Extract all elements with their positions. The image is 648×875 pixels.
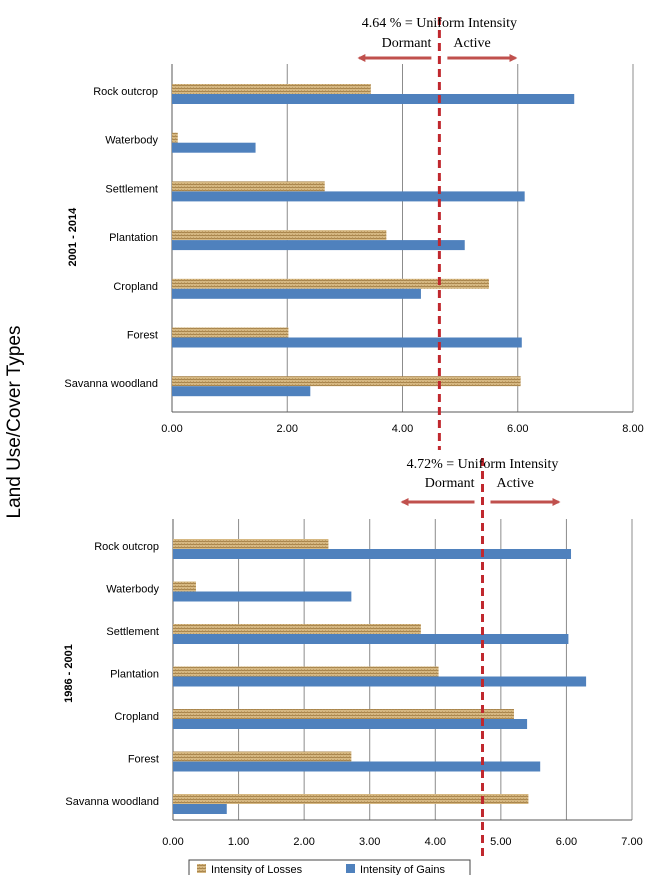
x-tick-label: 7.00 (621, 836, 642, 848)
category-label-rock-outcrop: Rock outcrop (94, 541, 159, 553)
legend: Intensity of Losses Intensity of Gains (188, 859, 471, 875)
bar-gains-cropland (173, 719, 528, 729)
x-tick-label: 6.00 (556, 836, 577, 848)
chart-panel-2001-2014: 0.00 2.00 4.00 6.00 8.00 Rock outcrop Waterbod… (64, 16, 644, 450)
active-label: Active (496, 476, 533, 491)
category-label-savanna-woodland: Savanna woodland (65, 796, 159, 808)
bar-losses-plantation (173, 666, 439, 677)
category-label-waterbody: Waterbody (105, 135, 158, 147)
bar-gains-waterbody (173, 591, 352, 602)
legend-swatch-gains (346, 864, 355, 873)
bar-losses-savanna-woodland (173, 794, 529, 804)
bar-losses-waterbody (173, 581, 196, 592)
bar-gains-settlement (173, 634, 569, 644)
x-tick-label: 0.00 (162, 836, 183, 848)
category-label-forest: Forest (127, 330, 158, 342)
x-tick-label: 1.00 (228, 836, 249, 848)
bar-gains-cropland (172, 288, 421, 299)
bar-gains-waterbody (172, 142, 256, 153)
period-label: 2001 - 2014 (67, 207, 79, 267)
period-label: 1986 - 2001 (63, 644, 75, 703)
bar-losses-waterbody (172, 132, 178, 143)
dormant-label: Dormant (425, 476, 475, 491)
x-tick-label: 0.00 (161, 423, 182, 435)
bar-losses-rock-outcrop (173, 539, 329, 549)
category-label-plantation: Plantation (110, 669, 159, 681)
category-label-rock-outcrop: Rock outcrop (93, 86, 158, 98)
bar-losses-cropland (172, 278, 489, 289)
active-label: Active (453, 36, 490, 51)
legend-label-losses: Intensity of Losses (211, 864, 303, 875)
bar-losses-forest (172, 327, 289, 338)
bar-losses-settlement (173, 624, 421, 634)
x-tick-label: 8.00 (622, 423, 643, 435)
bar-losses-rock-outcrop (172, 84, 371, 94)
bar-gains-savanna-woodland (173, 804, 227, 814)
legend-swatch-losses (197, 864, 206, 873)
x-tick-label: 3.00 (359, 836, 380, 848)
category-label-settlement: Settlement (106, 626, 159, 638)
bar-gains-savanna-woodland (172, 386, 311, 397)
x-tick-label: 4.00 (425, 836, 446, 848)
x-tick-label: 2.00 (293, 836, 314, 848)
bar-gains-forest (172, 337, 522, 348)
bar-losses-savanna-woodland (172, 376, 521, 387)
bar-gains-plantation (172, 240, 465, 251)
shared-y-axis-label: Land Use/Cover Types (4, 326, 25, 519)
category-label-forest: Forest (128, 754, 159, 766)
category-label-plantation: Plantation (109, 232, 158, 244)
legend-label-gains: Intensity of Gains (360, 864, 445, 875)
bar-losses-forest (173, 751, 352, 762)
category-label-settlement: Settlement (105, 183, 158, 195)
bar-gains-forest (173, 761, 541, 772)
bar-losses-cropland (173, 709, 514, 719)
chart-panel-1986-2001: 0.00 1.00 2.00 3.00 4.00 5.00 6.00 7.00 Rock out… (63, 457, 643, 858)
bar-gains-settlement (172, 191, 525, 202)
category-label-cropland: Cropland (114, 711, 159, 723)
uniform-intensity-annotation: 4.64 % = Uniform Intensity (362, 16, 517, 31)
bar-losses-settlement (172, 181, 325, 192)
dormant-label: Dormant (382, 36, 432, 51)
x-tick-label: 2.00 (277, 423, 298, 435)
x-tick-label: 5.00 (490, 836, 511, 848)
bar-gains-plantation (173, 676, 587, 687)
x-tick-label: 4.00 (392, 423, 413, 435)
bar-gains-rock-outcrop (173, 549, 572, 559)
bar-gains-rock-outcrop (172, 94, 575, 104)
category-label-waterbody: Waterbody (106, 584, 159, 596)
category-label-savanna-woodland: Savanna woodland (64, 378, 158, 390)
x-tick-label: 6.00 (507, 423, 528, 435)
bar-losses-plantation (172, 230, 387, 241)
category-label-cropland: Cropland (113, 281, 158, 293)
uniform-intensity-annotation: 4.72% = Uniform Intensity (407, 457, 559, 472)
